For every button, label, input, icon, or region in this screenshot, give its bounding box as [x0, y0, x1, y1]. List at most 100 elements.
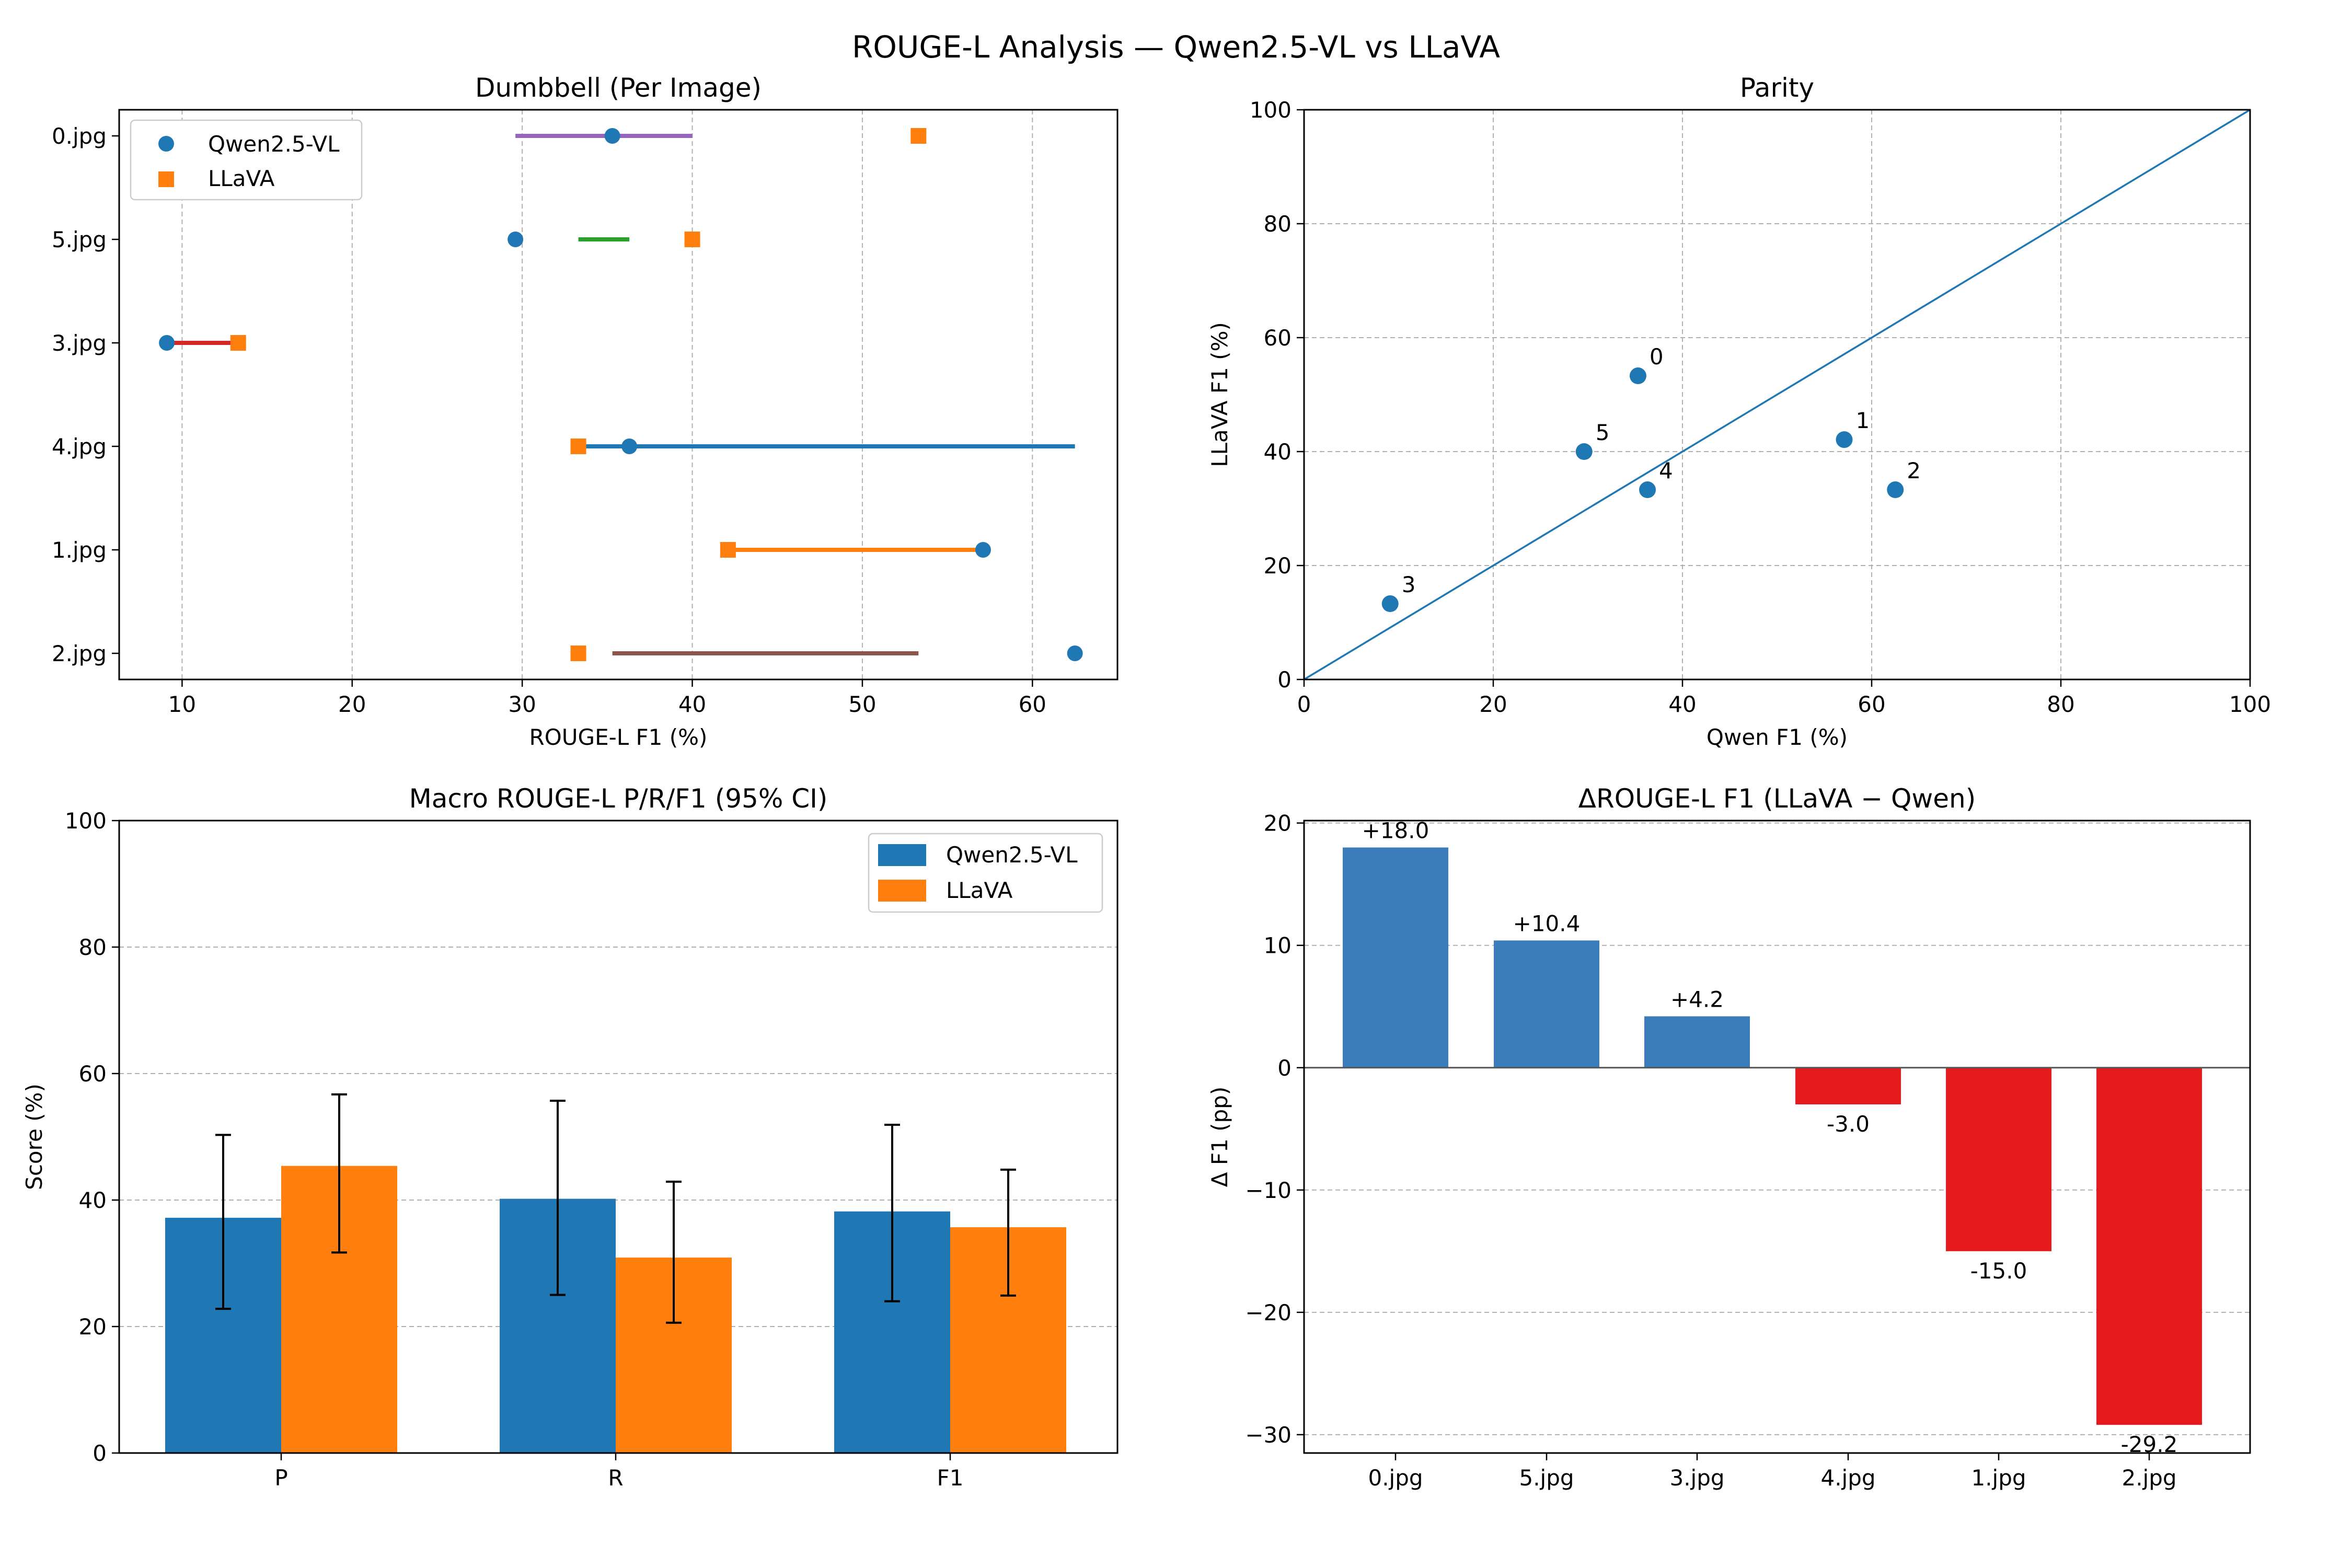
delta-data-labels: +18.0 +10.4 +4.2 -3.0 -15.0 -29.2 — [1362, 817, 2178, 1457]
parity-ylabel: LLaVA F1 (%) — [1207, 322, 1232, 467]
macro-ticks: 0 20 40 60 80 100 P R F1 — [65, 808, 964, 1491]
parity-point — [1639, 481, 1656, 499]
parity-xlabel: Qwen F1 (%) — [1707, 724, 1848, 750]
dumbbell-legend: Qwen2.5-VL LLaVA — [130, 119, 363, 201]
parity-point-label: 5 — [1596, 420, 1610, 445]
parity-xtick-label: 80 — [2047, 691, 2074, 717]
parity-points: 0 5 4 3 1 2 — [1381, 344, 1921, 613]
dumbbell-panel: Dumbbell (Per Image) ROUGE-L F1 (%) 10 20… — [52, 73, 1119, 750]
legend-llava-marker — [158, 171, 174, 187]
macro-legend-qwen: Qwen2.5-VL — [946, 842, 1078, 868]
parity-diagonal — [1304, 109, 2251, 681]
parity-point — [1887, 481, 1904, 499]
delta-title: ΔROUGE-L F1 (LLaVA − Qwen) — [1578, 783, 1976, 814]
figure-title: ROUGE-L Analysis — Qwen2.5-VL vs LLaVA — [852, 29, 1500, 65]
dumbbell-xtick-label: 40 — [678, 691, 706, 717]
macro-legend-qwen-swatch — [878, 844, 926, 866]
delta-xtick-label: 2.jpg — [2122, 1465, 2176, 1491]
macro-xtick-label: P — [274, 1465, 287, 1491]
parity-identity-line — [1304, 109, 2251, 681]
delta-bars — [1343, 847, 2202, 1425]
dumbbell-title: Dumbbell (Per Image) — [475, 73, 762, 103]
dumbbell-legend-qwen: Qwen2.5-VL — [208, 131, 340, 157]
dumbbell-llava-point — [230, 335, 246, 351]
dumbbell-ytick-label: 1.jpg — [52, 537, 107, 563]
delta-ticks: −30 −20 −10 0 10 20 0.jpg 5.jpg 3.jpg 4.jpg 1.jpg 2… — [1245, 811, 2176, 1491]
dumbbell-connectors — [167, 134, 1075, 655]
delta-frame — [1303, 820, 2251, 1454]
macro-title: Macro ROUGE-L P/R/F1 (95% CI) — [409, 783, 828, 814]
legend-qwen-marker — [158, 136, 174, 152]
macro-panel: Macro ROUGE-L P/R/F1 (95% CI) Score (%) … — [21, 783, 1119, 1491]
parity-point — [1575, 443, 1593, 460]
dumbbell-ticks: 10 20 30 40 50 60 0.jpg 5.jpg 3.jpg 4.jpg 1.jpg 2.j… — [52, 123, 1046, 717]
parity-title: Parity — [1740, 73, 1814, 103]
dumbbell-xtick-label: 50 — [848, 691, 876, 717]
delta-ytick-label: −20 — [1245, 1300, 1292, 1325]
dumbbell-xtick-label: 30 — [508, 691, 536, 717]
delta-bar-negative — [1946, 1067, 2051, 1251]
delta-xtick-label: 5.jpg — [1519, 1465, 1574, 1491]
delta-ytick-label: 10 — [1264, 933, 1292, 959]
macro-ytick-label: 100 — [65, 808, 107, 834]
parity-point — [1381, 595, 1399, 613]
parity-xtick-label: 100 — [2229, 691, 2271, 717]
delta-ytick-label: −10 — [1245, 1178, 1292, 1203]
parity-xtick-label: 40 — [1668, 691, 1696, 717]
macro-xtick-label: F1 — [937, 1465, 964, 1491]
macro-legend-llava-swatch — [878, 880, 926, 902]
dumbbell-qwen-point — [975, 542, 991, 558]
macro-legend: Qwen2.5-VL LLaVA — [868, 833, 1103, 913]
macro-ytick-label: 20 — [79, 1314, 107, 1340]
dumbbell-qwen-point — [159, 335, 175, 351]
dumbbell-llava-point — [720, 542, 736, 558]
dumbbell-xlabel: ROUGE-L F1 (%) — [529, 724, 708, 750]
delta-xtick-label: 1.jpg — [1971, 1465, 2026, 1491]
macro-legend-llava: LLaVA — [946, 878, 1013, 903]
parity-point-label: 3 — [1402, 572, 1416, 597]
macro-error-bars — [215, 1093, 1016, 1324]
parity-point-label: 1 — [1856, 408, 1870, 433]
delta-ylabel: Δ F1 (pp) — [1207, 1087, 1232, 1187]
macro-frame — [118, 820, 1119, 1454]
dumbbell-grid — [181, 110, 1033, 679]
parity-point-label: 2 — [1907, 458, 1921, 483]
delta-ytick-label: −30 — [1245, 1422, 1292, 1448]
parity-ytick-label: 80 — [1264, 211, 1292, 237]
parity-panel: Parity Qwen F1 (%) LLaVA F1 (%) 0 5 4 3 1 2 0… — [1207, 73, 2271, 750]
dumbbell-llava-point — [684, 232, 700, 247]
parity-xtick-label: 20 — [1479, 691, 1507, 717]
delta-bar-negative — [2096, 1067, 2202, 1425]
macro-ytick-label: 40 — [79, 1187, 107, 1213]
delta-panel: ΔROUGE-L F1 (LLaVA − Qwen) Δ F1 (pp) −30… — [1207, 783, 2251, 1491]
dumbbell-llava-point — [570, 439, 586, 454]
dumbbell-xtick-label: 20 — [338, 691, 366, 717]
dumbbell-points — [159, 128, 1083, 661]
delta-bar-positive — [1343, 847, 1448, 1068]
parity-ytick-label: 60 — [1264, 325, 1292, 351]
dumbbell-qwen-point — [604, 128, 620, 144]
delta-ytick-label: 20 — [1264, 811, 1292, 836]
delta-xtick-label: 3.jpg — [1669, 1465, 1724, 1491]
parity-ytick-label: 100 — [1250, 97, 1292, 123]
dumbbell-xtick-label: 10 — [168, 691, 196, 717]
macro-ytick-label: 80 — [79, 935, 107, 960]
delta-data-label: -29.2 — [2121, 1432, 2178, 1457]
parity-ytick-label: 0 — [1277, 667, 1292, 693]
macro-legend-box — [868, 833, 1103, 913]
dumbbell-legend-llava: LLaVA — [208, 166, 275, 191]
delta-xtick-label: 4.jpg — [1820, 1465, 1875, 1491]
parity-point — [1836, 431, 1853, 448]
delta-bar-negative — [1795, 1067, 1901, 1104]
delta-ytick-label: 0 — [1277, 1055, 1292, 1081]
macro-xtick-label: R — [608, 1465, 623, 1491]
delta-bar-positive — [1644, 1016, 1750, 1068]
dumbbell-qwen-point — [1067, 645, 1083, 661]
dumbbell-legend-box — [130, 119, 363, 201]
dumbbell-frame — [118, 109, 1119, 681]
dumbbell-qwen-point — [508, 232, 524, 247]
delta-data-label: -15.0 — [1970, 1258, 2027, 1284]
macro-ylabel: Score (%) — [21, 1083, 47, 1190]
dumbbell-ytick-label: 3.jpg — [52, 330, 107, 356]
